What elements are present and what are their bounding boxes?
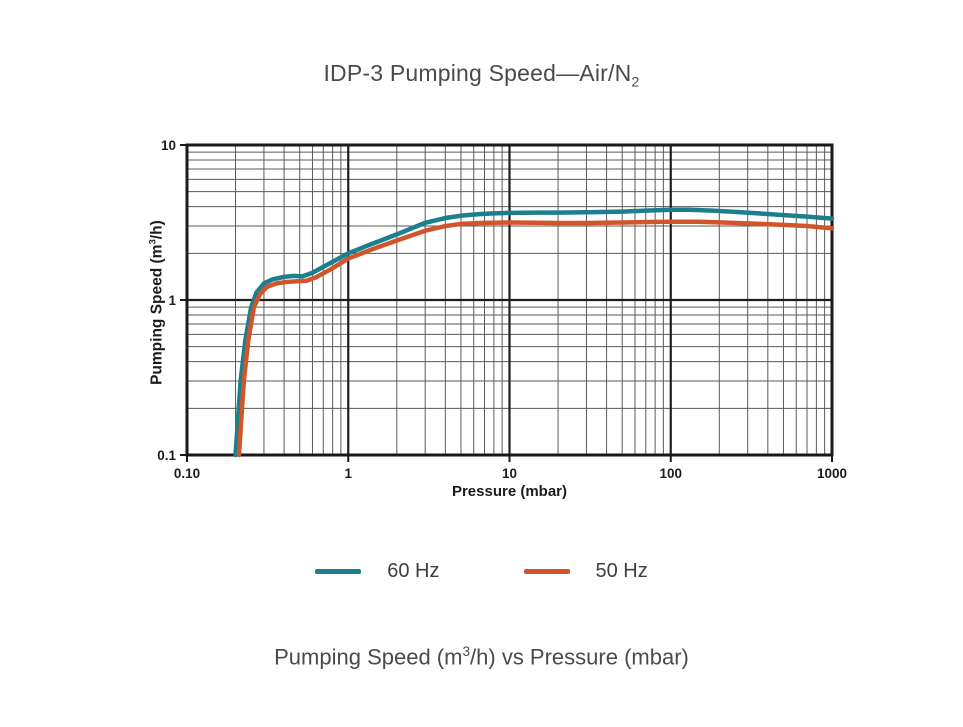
legend: 60 Hz 50 Hz: [0, 560, 963, 583]
y-axis-title-text2: /h): [148, 220, 166, 240]
pumping-speed-chart: 0.10 1 10 100 1000 10 1 0.1: [157, 138, 847, 481]
legend-label-60hz: 60 Hz: [387, 560, 440, 582]
x-tick-label: 1: [344, 466, 352, 481]
y-axis-title-sup: 3: [147, 239, 159, 245]
y-tick-label: 0.1: [157, 448, 176, 463]
legend-item-50hz: 50 Hz: [523, 560, 648, 583]
chart-title-text: IDP-3 Pumping Speed—Air/N: [323, 60, 632, 86]
chart-title: IDP-3 Pumping Speed—Air/N2: [0, 60, 963, 91]
legend-swatch-60hz: [315, 569, 362, 574]
series-line-50hz: [236, 219, 835, 458]
legend-label-50hz: 50 Hz: [595, 560, 648, 582]
chart-title-subscript: 2: [631, 74, 640, 91]
legend-swatch-50hz: [523, 569, 570, 574]
caption-text2: /h) vs Pressure (mbar): [470, 644, 689, 670]
caption: Pumping Speed (m3/h) vs Pressure (mbar): [0, 644, 963, 670]
y-axis-title: Pumping Speed (m3/h): [147, 118, 166, 488]
y-tick-label: 10: [161, 138, 176, 153]
x-tick-label: 10: [502, 466, 517, 481]
caption-text: Pumping Speed (m: [274, 644, 463, 670]
x-tick-label: 100: [659, 466, 682, 481]
x-axis-title: Pressure (mbar): [451, 483, 568, 500]
series-line-60hz: [233, 207, 835, 458]
caption-sup: 3: [462, 644, 471, 659]
x-tick-label: 0.10: [174, 466, 200, 481]
y-axis-title-text: Pumping Speed (m: [148, 244, 166, 385]
x-tick-label: 1000: [817, 466, 847, 481]
legend-item-60hz: 60 Hz: [315, 560, 440, 583]
y-tick-label: 1: [168, 293, 176, 308]
